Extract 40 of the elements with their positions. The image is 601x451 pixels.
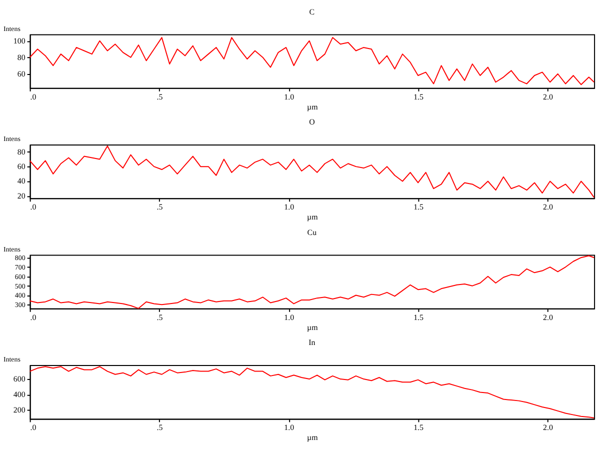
y-tick-label: 200 [13,406,26,415]
x-tick-label: 1.0 [284,423,294,432]
x-tick-label: .0 [30,312,36,322]
x-tick-label: 1.0 [284,202,294,212]
x-tick-label: 1.0 [284,92,294,102]
y-tick-label: 80 [17,147,26,156]
x-tick-label: 1.5 [414,423,424,432]
line-series [29,37,595,86]
x-tick-label: .5 [156,312,163,322]
x-tick-label: 1.5 [414,92,424,102]
y-tick-label: 600 [13,374,26,384]
y-tick-label: 80 [17,52,26,62]
x-axis-title: µm [307,433,319,442]
x-tick-label: 1.5 [414,312,424,322]
x-tick-label: .0 [30,423,36,432]
x-tick-label: 1.0 [284,312,294,322]
y-tick-label: 60 [17,69,26,78]
chart-title: In [308,338,316,348]
x-tick-label: 2.0 [542,202,553,212]
x-tick-label: 2.0 [542,92,553,102]
x-tick-label: .5 [156,202,163,212]
y-tick-label: 400 [13,390,26,400]
line-series [29,255,595,309]
x-tick-label: 2.0 [542,423,553,432]
x-axis-title: µm [307,212,319,222]
x-tick-label: .5 [156,92,163,102]
y-tick-label: 60 [17,162,26,172]
chart-title: O [309,118,316,127]
x-tick-label: .0 [30,92,36,102]
y-tick-label: 100 [13,36,26,46]
x-tick-label: .5 [156,423,163,432]
y-tick-label: 20 [17,191,26,200]
x-tick-label: .0 [30,202,36,212]
x-axis-title: µm [307,322,319,332]
y-tick-label: 40 [17,176,26,186]
x-tick-label: 2.0 [542,312,553,322]
chart-title: C [309,7,315,16]
chart-title: Cu [307,228,317,237]
x-axis-title: µm [307,102,319,112]
x-tick-label: 1.5 [414,202,424,212]
